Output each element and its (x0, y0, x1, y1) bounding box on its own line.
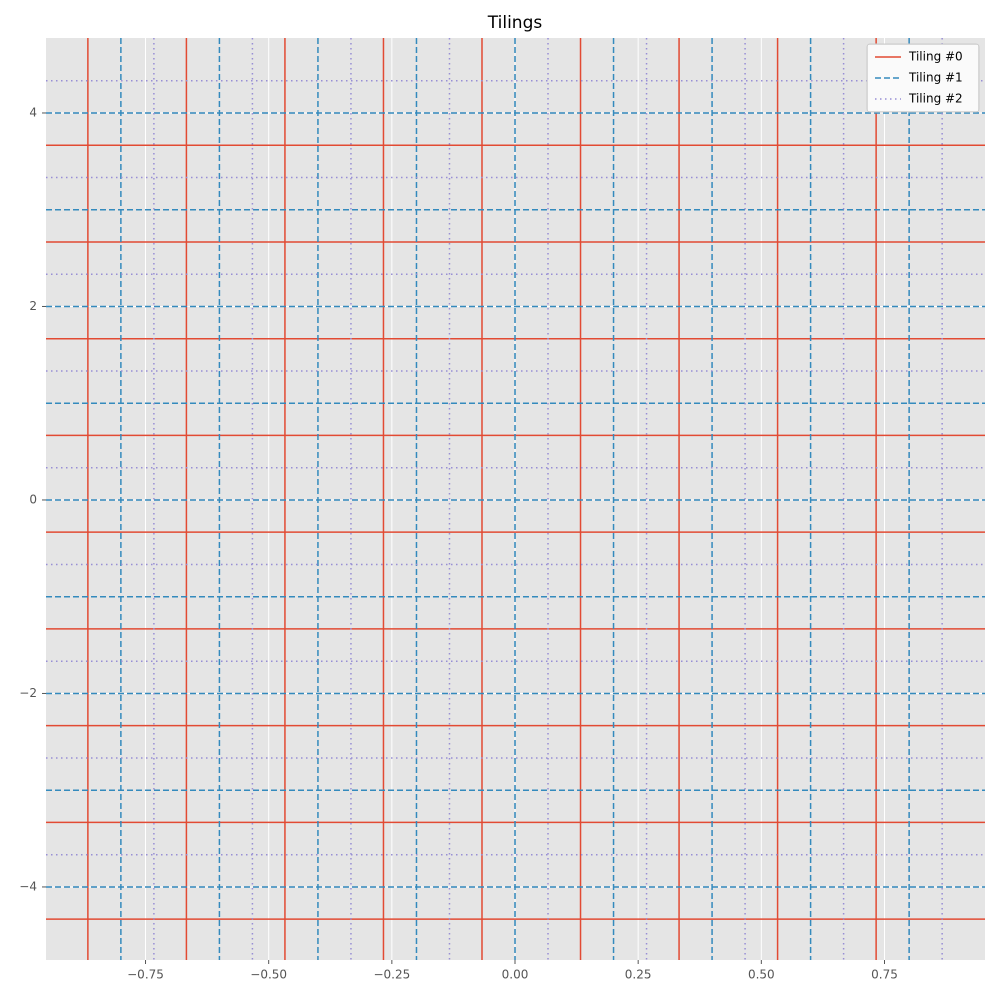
x-tick-label: 0.25 (625, 968, 652, 982)
x-tick-label: −0.25 (373, 968, 410, 982)
x-tick-label: −0.75 (127, 968, 164, 982)
legend-label: Tiling #2 (908, 92, 963, 106)
legend: Tiling #0 Tiling #1 Tiling #2 (866, 43, 980, 113)
x-tick-label: −0.50 (250, 968, 287, 982)
legend-label: Tiling #0 (908, 50, 963, 64)
y-tick-label: 4 (29, 105, 37, 119)
chart-title: Tilings (487, 13, 543, 33)
x-tick-label: 0.00 (502, 968, 529, 982)
legend-label: Tiling #1 (908, 71, 963, 85)
x-tick-label: 0.50 (748, 968, 775, 982)
x-tick-label: 0.75 (871, 968, 898, 982)
y-tick-label: −2 (19, 686, 37, 700)
y-tick-label: 2 (29, 299, 37, 313)
y-tick-label: 0 (29, 492, 37, 506)
y-tick-label: −4 (19, 879, 37, 893)
